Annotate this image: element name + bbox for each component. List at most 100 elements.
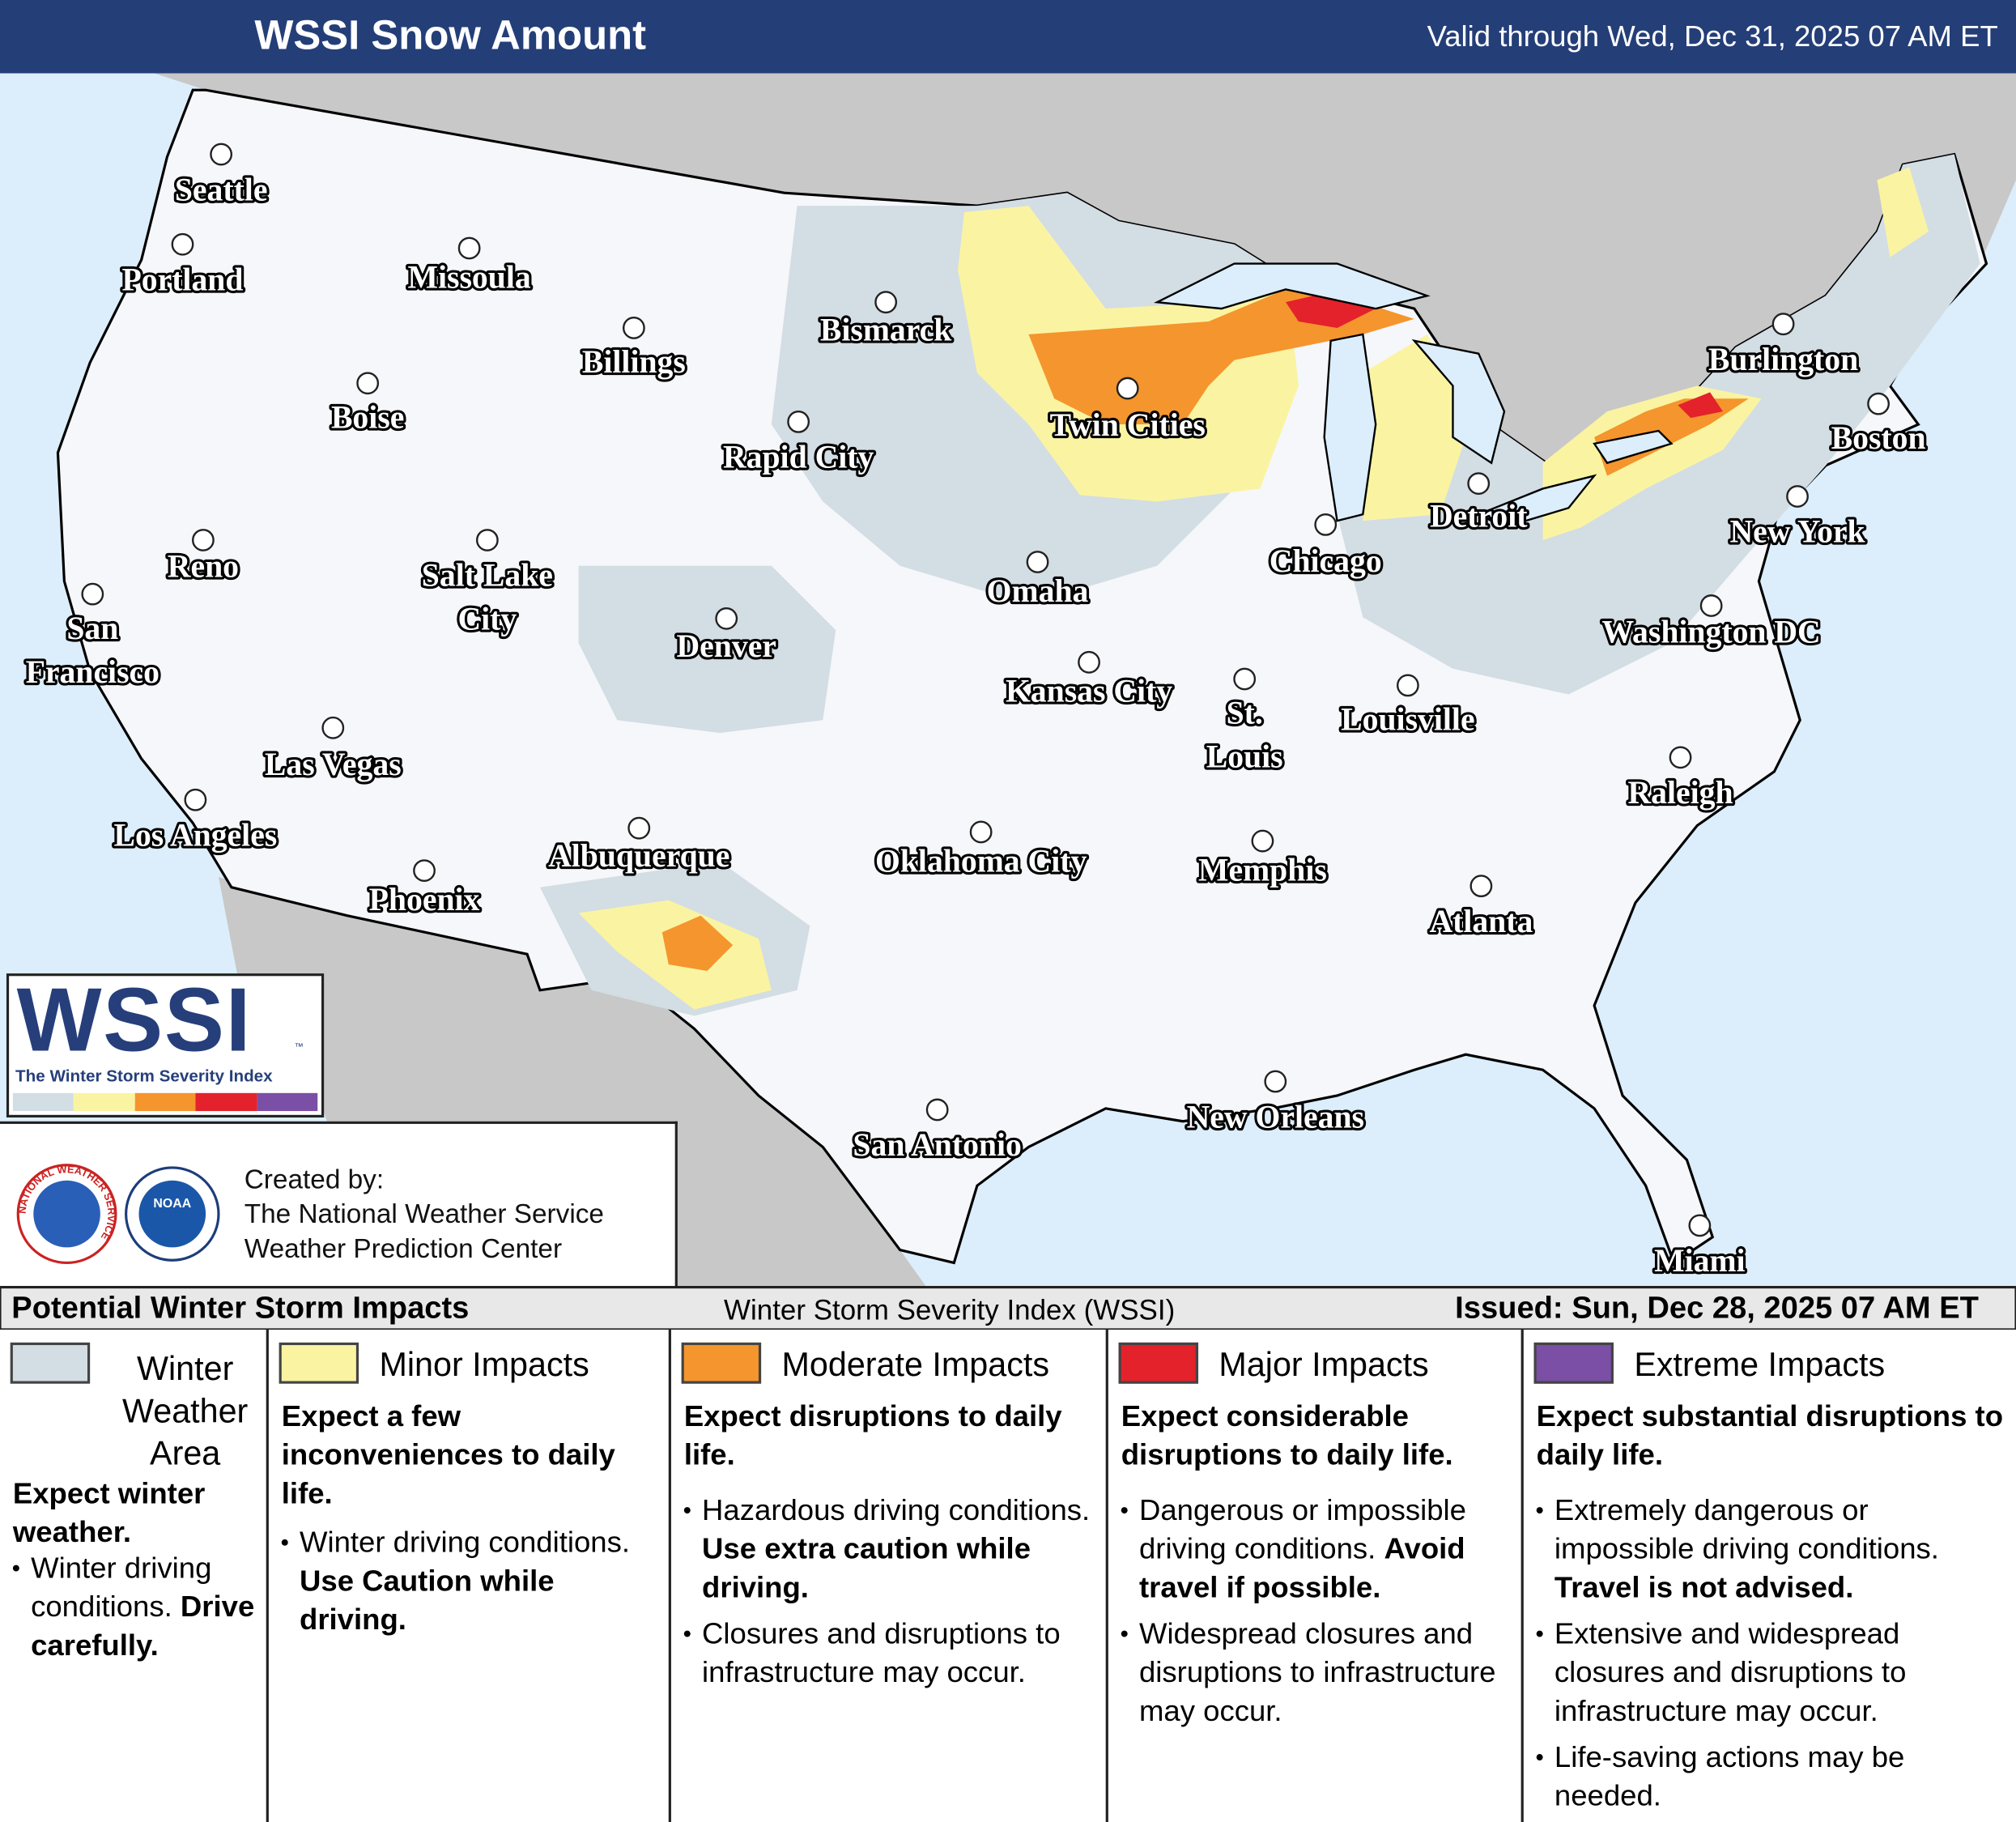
legend-bullet: Winter driving conditions. Use Caution w…	[281, 1522, 664, 1638]
city-label: Omaha	[987, 573, 1089, 609]
legend-bullet: Extremely dangerous or impossible drivin…	[1536, 1491, 2011, 1607]
city-label: Francisco	[26, 654, 159, 690]
city-marker	[1314, 513, 1338, 536]
city-label: Bismarck	[820, 312, 952, 347]
title: WSSI Snow Amount	[254, 11, 647, 58]
legend-column: Minor Impacts Expect a few inconveniences…	[266, 1330, 669, 1822]
bullet-text: Dangerous or impossible driving conditio…	[1138, 1492, 1466, 1565]
city-marker	[171, 232, 194, 256]
legend-column: Winter Weather Area Expect winter weather…	[0, 1330, 266, 1822]
city-label: Rapid City	[723, 440, 874, 475]
bullet-text: Hazardous driving conditions.	[702, 1492, 1091, 1526]
city-marker	[1026, 551, 1049, 573]
legend-name: Extreme Impacts	[1634, 1345, 1886, 1384]
city-label: New Orleans	[1187, 1099, 1364, 1134]
city-marker	[787, 410, 810, 433]
bullet-text: Winter driving conditions.	[31, 1551, 212, 1624]
city-marker	[457, 236, 481, 260]
credits: NATIONAL WEATHER SERVICE NOAA Created by…	[0, 1121, 678, 1289]
city-marker	[356, 372, 380, 395]
city-marker	[1396, 674, 1419, 697]
city-label: Kansas City	[1006, 674, 1172, 709]
city-label: New York	[1729, 514, 1865, 550]
bullet-text: Extensive and widespread closures and di…	[1554, 1616, 1907, 1727]
city-label: Miami	[1654, 1243, 1745, 1279]
city-label: San	[66, 611, 118, 646]
logo-subtitle: The Winter Storm Severity Index	[15, 1066, 273, 1086]
city-label: St.	[1227, 696, 1263, 731]
canada	[115, 73, 2016, 479]
city-label: Atlanta	[1429, 904, 1533, 939]
bullet-bold: Use extra caution while driving.	[702, 1531, 1031, 1604]
valid-time: Valid through Wed, Dec 31, 2025 07 AM ET	[1427, 19, 1998, 53]
city-marker	[475, 529, 499, 551]
legend-swatch	[1118, 1342, 1199, 1384]
city-label: Twin Cities	[1050, 407, 1206, 443]
city-label: Burlington	[1708, 342, 1858, 377]
footer-right: Issued: Sun, Dec 28, 2025 07 AM ET	[1455, 1291, 1979, 1326]
wssi-logo: WSSI ™ The Winter Storm Severity Index	[6, 969, 325, 1117]
lake-ontario	[1593, 429, 1674, 465]
area	[578, 565, 836, 734]
city-marker	[1699, 594, 1723, 617]
lake-erie	[1476, 474, 1597, 529]
city-marker	[1469, 875, 1493, 898]
legend-swatch	[681, 1342, 762, 1384]
logo-color	[12, 1092, 74, 1112]
city-label: Memphis	[1198, 852, 1327, 888]
bullet-text: Widespread closures and disruptions to i…	[1138, 1616, 1496, 1727]
city-marker	[1251, 829, 1274, 853]
city-label: Raleigh	[1627, 775, 1733, 811]
city-marker	[1233, 667, 1257, 691]
area	[661, 915, 734, 971]
city-marker	[1771, 313, 1795, 336]
footer-center: Winter Storm Severity Index (WSSI)	[724, 1293, 1176, 1326]
city-label: Albuquerque	[548, 838, 729, 874]
city-marker	[1688, 1214, 1712, 1237]
city-marker	[622, 317, 645, 339]
header: WSSI Snow Amount Valid through Wed, Dec …	[0, 0, 2016, 74]
bullet-bold: Avoid travel if possible.	[1138, 1531, 1465, 1604]
legend-bullets: Hazardous driving conditions. Use extra …	[683, 1491, 1101, 1699]
footer-left: Potential Winter Storm Impacts	[11, 1291, 470, 1326]
logo-color	[134, 1092, 196, 1112]
city-label: Portland	[122, 262, 244, 297]
legend-bullet: Widespread closures and disruptions to i…	[1121, 1614, 1516, 1730]
logo-color-bar	[12, 1092, 318, 1112]
city-label: Washington DC	[1602, 615, 1821, 650]
footer-bar: Potential Winter Storm Impacts Winter St…	[0, 1286, 2016, 1330]
city-marker	[925, 1098, 949, 1122]
agency-logos: NATIONAL WEATHER SERVICE NOAA	[17, 1164, 220, 1265]
area	[1363, 334, 1466, 521]
legend-headline: Expect a few inconveniences to daily lif…	[281, 1398, 615, 1510]
bullet-text: Life-saving actions may be needed.	[1554, 1739, 1905, 1812]
legend-column: Major Impacts Expect considerable disrupt…	[1105, 1330, 1521, 1822]
city-marker	[413, 859, 436, 882]
city-marker	[1116, 377, 1139, 400]
legend-bullet: Dangerous or impossible driving conditio…	[1121, 1491, 1516, 1607]
city-label: Seattle	[175, 172, 268, 207]
city-marker	[210, 143, 233, 166]
legend-headline: Expect disruptions to daily life.	[683, 1398, 1062, 1471]
area	[1337, 154, 1980, 695]
bullet-text: Extremely dangerous or impossible drivin…	[1554, 1492, 1939, 1565]
city-label: Oklahoma City	[875, 843, 1087, 879]
city-label: Boise	[331, 399, 404, 435]
city-marker	[184, 788, 207, 811]
logo-tm: ™	[294, 1042, 304, 1052]
legend-bullets: Winter driving conditions. Drive careful…	[12, 1548, 258, 1671]
area	[1678, 392, 1723, 419]
city-label: Reno	[168, 549, 239, 585]
bullet-bold: Travel is not advised.	[1554, 1569, 1854, 1604]
great-lakes	[1153, 262, 1674, 529]
legend-bullets: Dangerous or impossible driving conditio…	[1121, 1491, 1516, 1738]
lake-huron	[1411, 338, 1506, 465]
city-marker	[1669, 746, 1692, 769]
legend-bullets: Extremely dangerous or impossible drivin…	[1536, 1491, 2011, 1822]
city-marker	[874, 291, 898, 314]
legend-bullet: Closures and disruptions to infrastructu…	[683, 1614, 1101, 1691]
city-label: Detroit	[1430, 499, 1528, 534]
city-marker	[1467, 472, 1491, 495]
legend-name: Major Impacts	[1219, 1345, 1429, 1384]
